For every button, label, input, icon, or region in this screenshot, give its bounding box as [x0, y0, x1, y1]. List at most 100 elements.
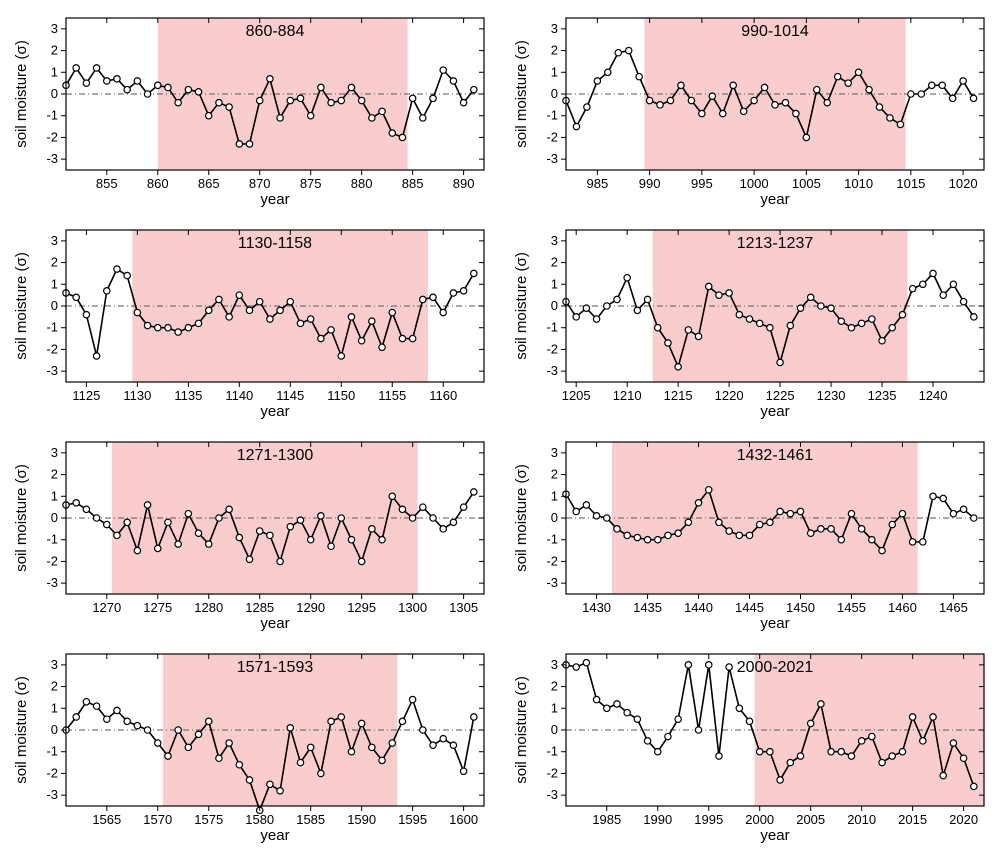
xtick-label: 1440	[684, 600, 713, 615]
data-marker	[409, 515, 415, 521]
data-marker	[114, 532, 120, 538]
data-marker	[307, 537, 313, 543]
xtick-label: 1590	[347, 812, 376, 827]
data-marker	[358, 558, 364, 564]
data-marker	[430, 515, 436, 521]
data-marker	[667, 97, 673, 103]
xtick-label: 2015	[898, 812, 927, 827]
data-marker	[655, 749, 661, 755]
data-marker	[185, 325, 191, 331]
data-marker	[257, 298, 263, 304]
data-marker	[195, 89, 201, 95]
data-marker	[216, 515, 222, 521]
data-marker	[389, 309, 395, 315]
data-marker	[277, 115, 283, 121]
xtick-label: 1235	[868, 388, 897, 403]
data-marker	[634, 716, 640, 722]
data-marker	[626, 47, 632, 53]
data-marker	[736, 311, 742, 317]
ytick-label: 2	[551, 679, 558, 694]
data-marker	[206, 113, 212, 119]
data-marker	[869, 316, 875, 322]
chart-panel-2: -3-2-10123112511301135114011451150115511…	[10, 222, 490, 422]
data-marker	[175, 727, 181, 733]
data-marker	[746, 316, 752, 322]
data-marker	[848, 753, 854, 759]
ytick-label: -3	[546, 151, 558, 166]
xtick-label: 1455	[837, 600, 866, 615]
xtick-label: 1140	[225, 388, 253, 403]
data-marker	[950, 740, 956, 746]
panel-container: -3-2-10123855860865870875880885890yearso…	[10, 10, 490, 210]
data-marker	[706, 487, 712, 493]
xtick-label: 1280	[194, 600, 223, 615]
data-marker	[604, 705, 610, 711]
ytick-label: 1	[551, 64, 558, 79]
data-marker	[379, 108, 385, 114]
chart-panel-6: -3-2-10123156515701575158015851590159516…	[10, 646, 490, 846]
ytick-label: -2	[46, 553, 58, 568]
data-marker	[767, 519, 773, 525]
data-marker	[624, 709, 630, 715]
data-marker	[573, 123, 579, 129]
ytick-label: 0	[551, 510, 558, 525]
xtick-label: 1215	[664, 388, 693, 403]
xtick-label: 1275	[143, 600, 172, 615]
data-marker	[369, 744, 375, 750]
data-marker	[104, 78, 110, 84]
data-marker	[584, 104, 590, 110]
data-marker	[716, 292, 722, 298]
chart-panel-7: -3-2-10123198519901995200020052010201520…	[510, 646, 990, 846]
data-marker	[675, 530, 681, 536]
data-marker	[144, 91, 150, 97]
data-marker	[420, 296, 426, 302]
data-marker	[73, 714, 79, 720]
ytick-label: -2	[46, 129, 58, 144]
xtick-label: 1450	[786, 600, 815, 615]
data-marker	[165, 84, 171, 90]
data-marker	[195, 731, 201, 737]
data-marker	[767, 749, 773, 755]
data-marker	[899, 311, 905, 317]
data-marker	[838, 318, 844, 324]
ytick-label: 0	[51, 510, 58, 525]
data-marker	[338, 97, 344, 103]
data-marker	[930, 270, 936, 276]
data-marker	[236, 292, 242, 298]
data-marker	[358, 97, 364, 103]
data-marker	[155, 82, 161, 88]
xtick-label: 995	[691, 176, 713, 191]
panel-container: -3-2-10123143014351440144514501455146014…	[510, 434, 990, 634]
data-marker	[939, 82, 945, 88]
ytick-label: 3	[551, 445, 558, 460]
xtick-label: 1155	[378, 388, 406, 403]
data-marker	[124, 86, 130, 92]
data-marker	[706, 662, 712, 668]
data-marker	[440, 309, 446, 315]
ytick-label: -1	[46, 744, 58, 759]
data-marker	[845, 80, 851, 86]
data-marker	[420, 115, 426, 121]
x-axis-label: year	[760, 615, 789, 632]
data-marker	[195, 320, 201, 326]
data-marker	[155, 545, 161, 551]
data-marker	[460, 99, 466, 105]
data-marker	[450, 78, 456, 84]
data-marker	[175, 99, 181, 105]
data-marker	[736, 705, 742, 711]
panel-container: -3-2-10123120512101215122012251230123512…	[510, 222, 990, 422]
data-marker	[767, 325, 773, 331]
xtick-label: 1225	[766, 388, 795, 403]
data-marker	[471, 489, 477, 495]
xtick-label: 1460	[888, 600, 917, 615]
data-marker	[740, 108, 746, 114]
data-marker	[777, 777, 783, 783]
data-marker	[338, 515, 344, 521]
data-marker	[793, 110, 799, 116]
data-marker	[124, 718, 130, 724]
data-marker	[940, 772, 946, 778]
ytick-label: 2	[51, 679, 58, 694]
data-marker	[440, 526, 446, 532]
xtick-label: 1435	[633, 600, 662, 615]
data-marker	[644, 537, 650, 543]
